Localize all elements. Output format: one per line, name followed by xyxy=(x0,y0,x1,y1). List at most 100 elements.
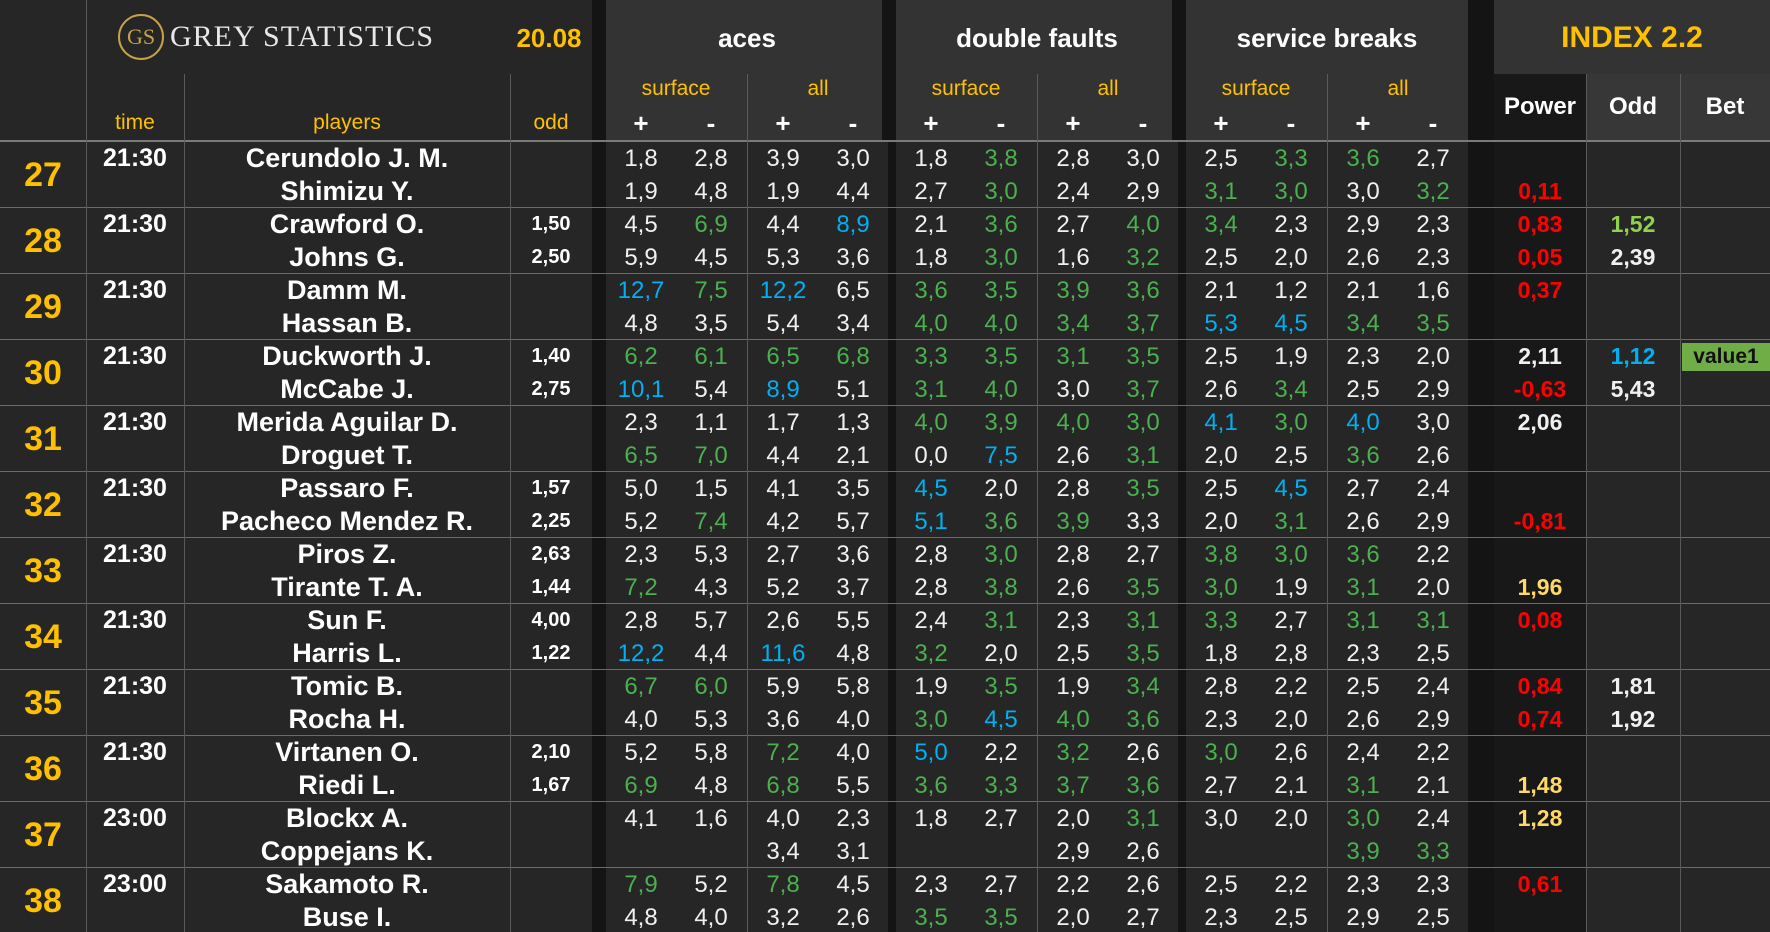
stat-value: 3,0 xyxy=(914,705,948,733)
stat-value: 3,1 xyxy=(1204,177,1238,205)
stat-value: 2,6 xyxy=(1204,375,1238,403)
power-value: 1,28 xyxy=(1517,805,1563,831)
stat-value: 2,2 xyxy=(1274,672,1308,700)
stat-value: 3,9 xyxy=(1056,507,1090,535)
odd2-value xyxy=(1586,637,1680,670)
stat-value: 2,3 xyxy=(1416,870,1450,898)
stat-value: 4,0 xyxy=(1346,408,1380,436)
odd2-bg xyxy=(1586,802,1680,868)
power-value xyxy=(1494,538,1586,571)
match-row-bg xyxy=(0,670,592,736)
stat-value: 2,1 xyxy=(914,210,948,238)
stat-group-title: aces xyxy=(718,22,776,53)
match-number: 29 xyxy=(24,287,62,326)
stat-value: 1,6 xyxy=(694,804,728,832)
stat-value: 3,0 xyxy=(984,540,1018,568)
stat-value: 2,1 xyxy=(1346,276,1380,304)
odd2-value xyxy=(1586,439,1680,472)
header-separator xyxy=(0,140,1770,142)
player-odd: 2,25 xyxy=(531,510,571,532)
stat-value: 8,9 xyxy=(836,210,870,238)
odd2-bg xyxy=(1586,340,1680,406)
stat-value: 2,2 xyxy=(1056,870,1090,898)
stat-value: 2,3 xyxy=(836,804,870,832)
stat-value: 3,0 xyxy=(1126,144,1160,172)
odd2-value xyxy=(1586,406,1680,439)
power-value: 0,08 xyxy=(1517,607,1563,633)
match-number: 38 xyxy=(24,881,62,920)
match-number: 31 xyxy=(24,419,62,458)
bet-bg xyxy=(1680,604,1770,670)
stat-value: 3,8 xyxy=(984,144,1018,172)
bet-bg xyxy=(1680,208,1770,274)
power-value: 0,11 xyxy=(1518,178,1562,204)
stat-value: 5,4 xyxy=(766,309,800,337)
odd-header xyxy=(510,74,592,140)
odd2-value xyxy=(1586,868,1680,901)
column-divider xyxy=(1680,74,1681,932)
stat-value: 0,0 xyxy=(914,441,948,469)
stat-value: 5,3 xyxy=(694,540,728,568)
stat-value: 3,6 xyxy=(1346,540,1380,568)
power-value: 0,74 xyxy=(1517,706,1563,732)
stat-value: 1,6 xyxy=(1056,243,1090,271)
player-name: McCabe J. xyxy=(280,374,414,404)
stat-value: 4,0 xyxy=(1056,705,1090,733)
plus-label: + xyxy=(633,108,649,138)
stat-value: 2,0 xyxy=(984,639,1018,667)
stat-value: 2,9 xyxy=(1056,837,1090,865)
odd2-value: 1,81 xyxy=(1610,673,1656,699)
player-odd xyxy=(510,274,592,307)
stat-value: 1,7 xyxy=(766,408,800,436)
stat-value: 3,0 xyxy=(1274,177,1308,205)
match-row-bg xyxy=(0,604,592,670)
player-odd: 1,44 xyxy=(531,576,571,598)
stat-value: 3,5 xyxy=(984,672,1018,700)
stat-value: 2,0 xyxy=(1416,342,1450,370)
player-name: Piros Z. xyxy=(297,539,397,569)
stat-value: 6,2 xyxy=(624,342,658,370)
stat-value: 3,5 xyxy=(1126,639,1160,667)
stat-value: 2,3 xyxy=(624,408,658,436)
stat-value: 3,0 xyxy=(1346,177,1380,205)
stat-value: 2,1 xyxy=(1416,771,1450,799)
stat-value: 4,0 xyxy=(836,705,870,733)
stat-value: 3,1 xyxy=(1346,606,1380,634)
power-value: 1,48 xyxy=(1517,772,1563,798)
stat-value: 3,6 xyxy=(1346,441,1380,469)
power-bg xyxy=(1494,604,1586,670)
stat-value: 4,0 xyxy=(1126,210,1160,238)
match-time: 21:30 xyxy=(103,210,167,238)
stat-value: 2,0 xyxy=(1056,804,1090,832)
stat-value: 5,8 xyxy=(836,672,870,700)
stat-value: 6,1 xyxy=(694,342,728,370)
bet-bg xyxy=(1680,406,1770,472)
stat-value: 2,9 xyxy=(1126,177,1160,205)
stat-value: 3,9 xyxy=(1056,276,1090,304)
corner-cell xyxy=(0,0,86,140)
stat-value: 4,5 xyxy=(624,210,658,238)
stat-value: 3,5 xyxy=(694,309,728,337)
bet-bg xyxy=(1680,142,1770,208)
stat-value: 2,6 xyxy=(1126,870,1160,898)
stat-value: 5,3 xyxy=(766,243,800,271)
stat-value: 6,5 xyxy=(624,441,658,469)
player-name: Droguet T. xyxy=(281,440,413,470)
stat-value: 3,6 xyxy=(984,507,1018,535)
bet-bg xyxy=(1680,802,1770,868)
odd2-value: 1,12 xyxy=(1610,343,1656,369)
row-separator xyxy=(0,405,1770,406)
player-name: Tirante T. A. xyxy=(271,572,423,602)
stat-value: 2,6 xyxy=(1056,573,1090,601)
player-odd: 2,63 xyxy=(531,543,571,565)
stat-value: 5,2 xyxy=(624,507,658,535)
player-name: Riedi L. xyxy=(298,770,396,800)
player-name: Rocha H. xyxy=(288,704,406,734)
plus-label: + xyxy=(775,108,791,138)
stat-value: 4,0 xyxy=(914,309,948,337)
stat-value: 4,4 xyxy=(766,210,800,238)
stat-value: 5,1 xyxy=(836,375,870,403)
match-row-bg xyxy=(0,406,592,472)
row-separator xyxy=(0,207,1770,208)
